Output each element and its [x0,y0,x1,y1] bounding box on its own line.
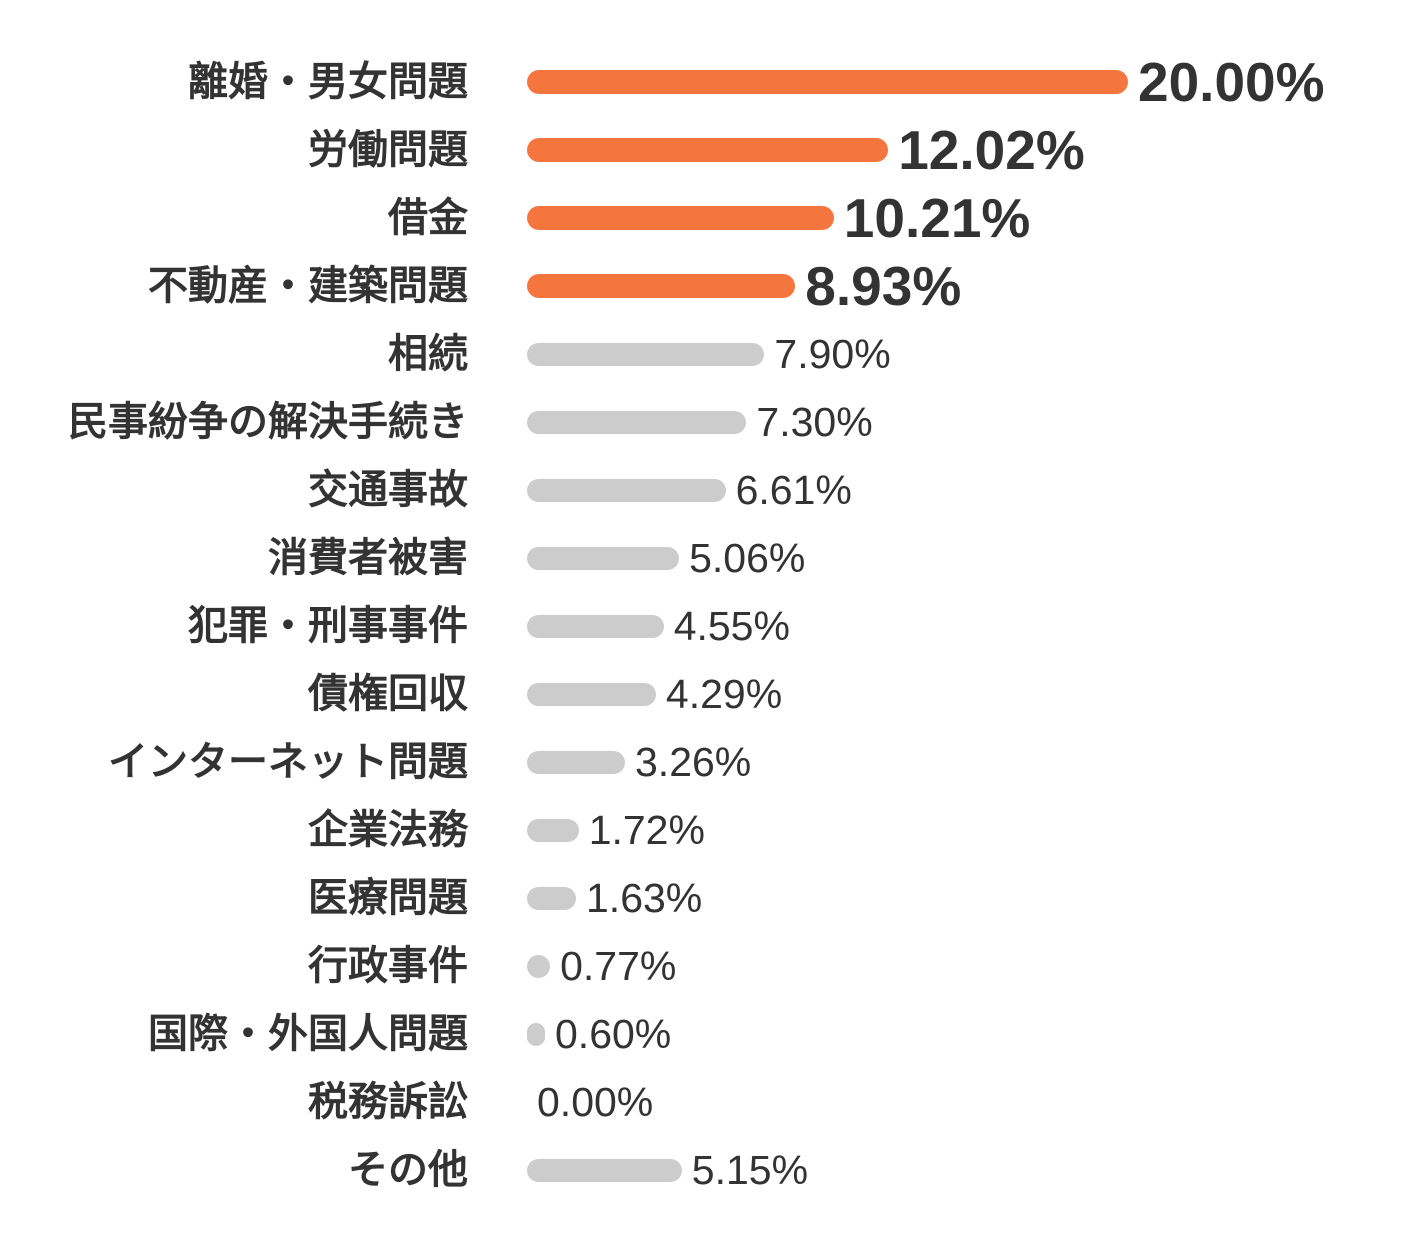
value-label: 6.61% [735,466,852,513]
category-label: 借金 [388,196,468,240]
bar-area: 0.60% [527,1010,1408,1057]
category-label: 相続 [388,332,468,376]
value-label: 0.60% [555,1010,672,1057]
bar [527,138,889,162]
chart-row: 企業法務 1.72% [0,796,1408,864]
value-label: 1.72% [588,806,705,853]
bar-area: 7.30% [527,398,1408,445]
chart-row: 国際・外国人問題 0.60% [0,1000,1408,1068]
bar-area: 0.00% [527,1078,1408,1125]
chart-row: 犯罪・刑事事件 4.55% [0,592,1408,660]
value-label: 20.00% [1138,50,1325,113]
bar-area: 1.63% [527,874,1408,921]
category-label: 交通事故 [308,468,468,512]
chart-row: 医療問題 1.63% [0,864,1408,932]
category-label: 消費者被害 [268,536,468,580]
category-label: 債権回収 [308,672,468,716]
category-label: 国際・外国人問題 [148,1012,468,1056]
chart-row: インターネット問題 3.26% [0,728,1408,796]
chart-row: 離婚・男女問題 20.00% [0,48,1408,116]
chart-row: 民事紛争の解決手続き 7.30% [0,388,1408,456]
horizontal-bar-chart: 離婚・男女問題 20.00% 労働問題 12.02% 借金 10.21% 不動産… [0,48,1408,1204]
bar-area: 1.72% [527,806,1408,853]
chart-row: 交通事故 6.61% [0,456,1408,524]
bar-area: 12.02% [527,118,1408,181]
bar [527,682,656,706]
bar [527,886,576,910]
value-label: 1.63% [586,874,703,921]
value-label: 5.06% [689,534,806,581]
value-label: 0.00% [537,1078,654,1125]
bar [527,1022,545,1046]
bar [527,818,579,842]
chart-row: 不動産・建築問題 8.93% [0,252,1408,320]
bar [527,206,834,230]
category-label: 労働問題 [308,128,468,172]
bar-area: 0.77% [527,942,1408,989]
value-label: 5.15% [691,1146,809,1193]
bar-area: 10.21% [527,186,1408,249]
bar-area: 6.61% [527,466,1408,513]
bar-area: 8.93% [527,254,1408,317]
bar [527,750,625,774]
category-label: 医療問題 [308,876,468,920]
value-label: 7.90% [774,330,891,377]
value-label: 8.93% [805,254,962,317]
bar-area: 4.29% [527,670,1408,717]
bar [527,954,551,978]
value-label: 7.30% [756,398,873,445]
category-label: 企業法務 [308,808,468,852]
bar-area: 5.06% [527,534,1408,581]
chart-row: 相続 7.90% [0,320,1408,388]
chart-row: 消費者被害 5.06% [0,524,1408,592]
value-label: 10.21% [843,186,1031,249]
value-label: 3.26% [635,738,752,785]
chart-row: 労働問題 12.02% [0,116,1408,184]
chart-row: 税務訴訟 0.00% [0,1068,1408,1136]
category-label: 離婚・男女問題 [188,60,468,104]
category-label: インターネット問題 [108,740,468,784]
value-label: 0.77% [560,942,677,989]
category-label: 税務訴訟 [308,1080,468,1124]
chart-row: 債権回収 4.29% [0,660,1408,728]
chart-row: 借金 10.21% [0,184,1408,252]
bar [527,70,1128,94]
bar [527,342,765,366]
category-label: 行政事件 [308,944,468,988]
bar [527,410,747,434]
bar [527,614,664,638]
category-label: 不動産・建築問題 [148,264,468,308]
category-label: 犯罪・刑事事件 [188,604,468,648]
value-label: 4.55% [673,602,790,649]
bar-area: 7.90% [527,330,1408,377]
category-label: その他 [348,1148,468,1192]
value-label: 12.02% [898,118,1085,181]
bar [527,1158,682,1182]
value-label: 4.29% [665,670,783,717]
bar-area: 5.15% [527,1146,1408,1193]
chart-row: その他 5.15% [0,1136,1408,1204]
bar-area: 4.55% [527,602,1408,649]
category-label: 民事紛争の解決手続き [68,400,468,444]
bar [527,546,680,570]
bar [527,478,726,502]
bar-area: 3.26% [527,738,1408,785]
bar-area: 20.00% [527,50,1408,113]
bar [527,274,796,298]
chart-row: 行政事件 0.77% [0,932,1408,1000]
